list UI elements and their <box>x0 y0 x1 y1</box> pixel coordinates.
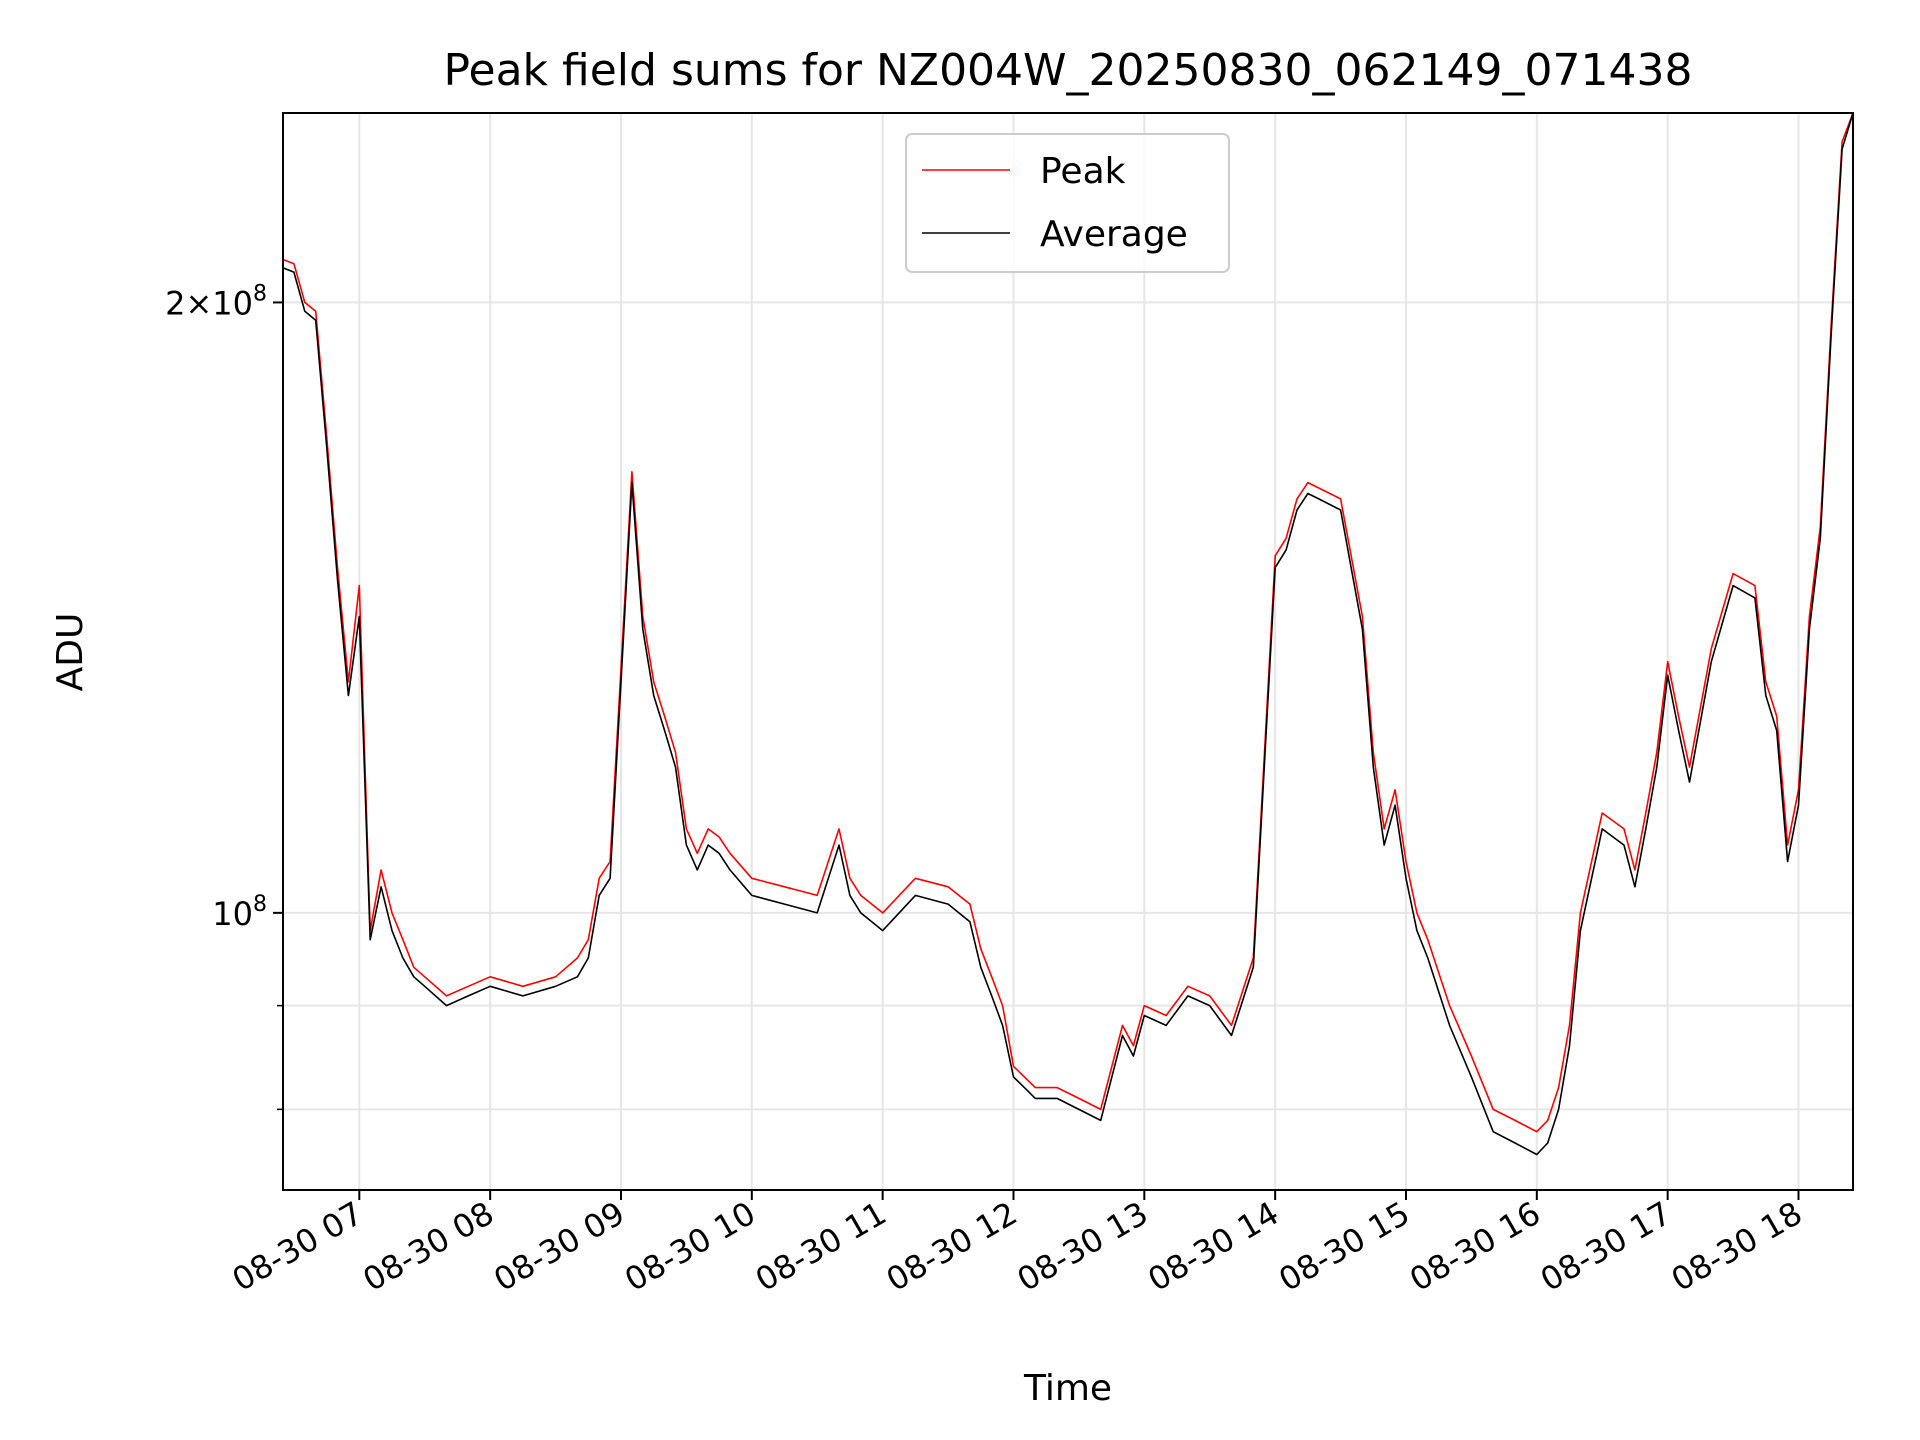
x-axis-label: Time <box>1023 1368 1112 1409</box>
series-line-average <box>283 113 1853 1156</box>
y-axis-label: ADU <box>50 613 91 692</box>
y-axis: 108 2×108 <box>165 281 283 1111</box>
series-line-peak <box>283 113 1853 1133</box>
y-tick-label: 2×108 <box>165 281 267 322</box>
legend-peak-label: Peak <box>1040 151 1126 192</box>
legend-box <box>905 133 1230 273</box>
series-layer <box>283 113 1853 1156</box>
plot-frame <box>282 112 1854 1191</box>
y-tick-label: 108 <box>212 892 267 933</box>
grid <box>283 113 1853 1190</box>
legend: Peak Average <box>905 133 1230 273</box>
legend-average-label: Average <box>1040 214 1188 255</box>
chart-title: Peak field sums for NZ004W_20250830_0621… <box>444 45 1693 96</box>
